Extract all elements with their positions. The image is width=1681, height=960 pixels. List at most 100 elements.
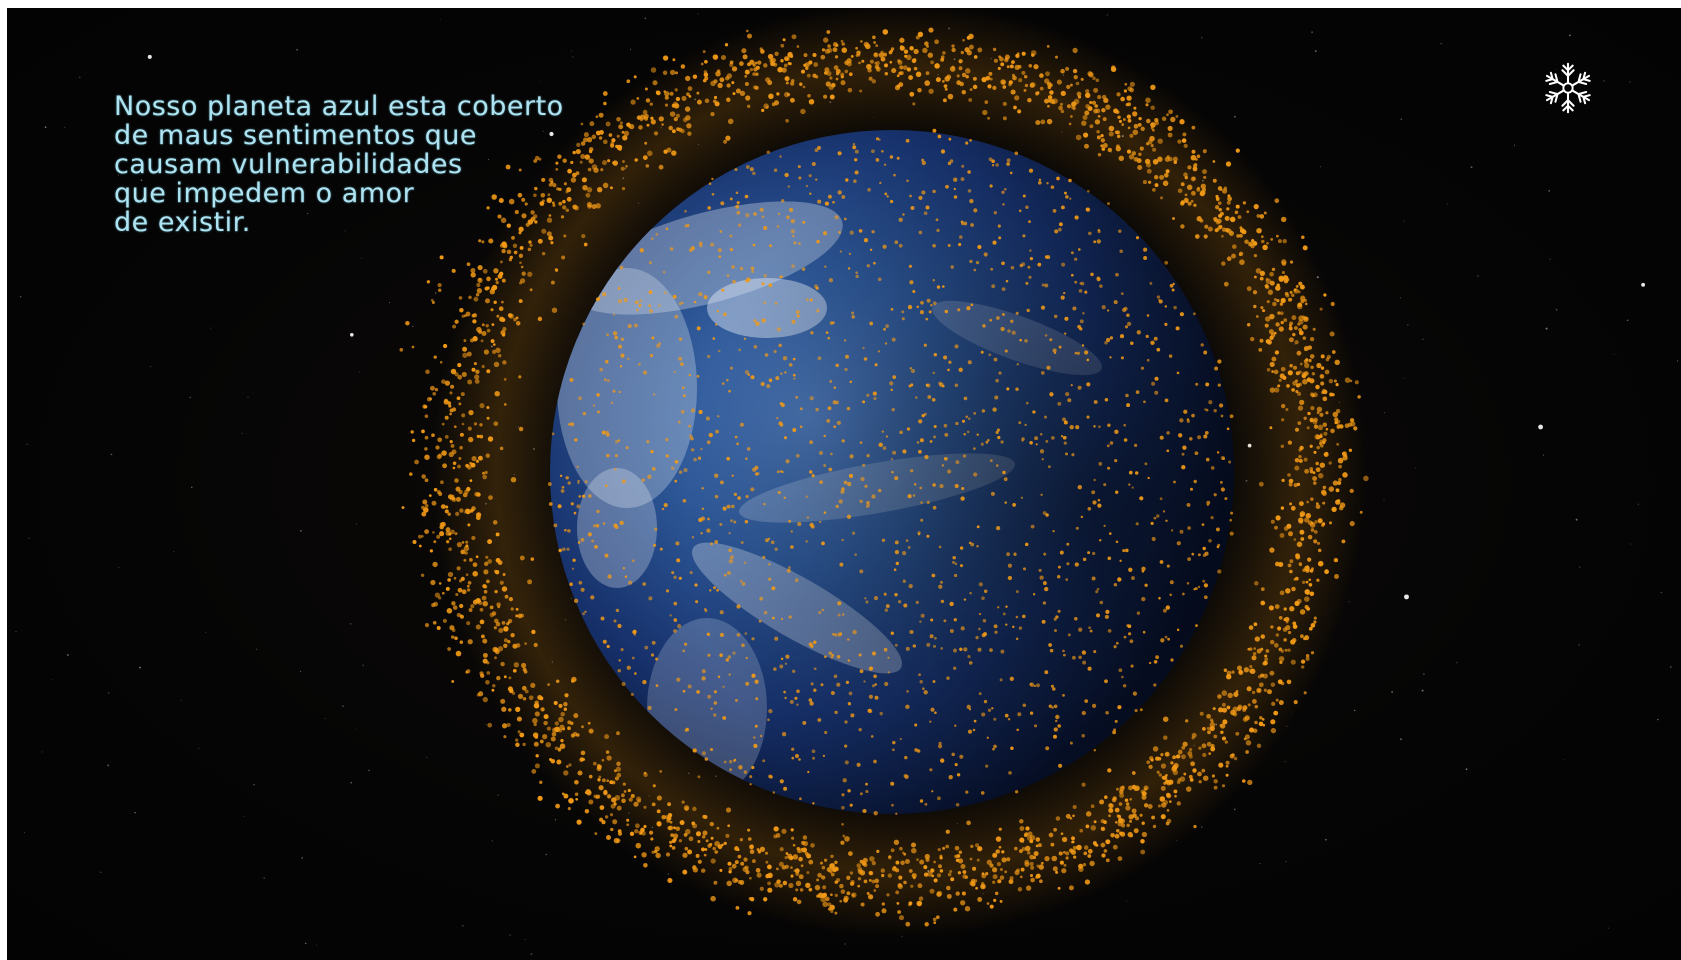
star	[350, 781, 352, 784]
debris-dot	[1304, 589, 1310, 595]
debris-dot	[405, 320, 410, 326]
debris-dot	[897, 882, 902, 888]
debris-dot	[1120, 96, 1125, 102]
debris-dot	[655, 684, 659, 688]
debris-dot	[441, 422, 445, 426]
debris-dot	[558, 716, 564, 723]
debris-dot	[1131, 576, 1135, 581]
debris-dot	[1117, 856, 1123, 861]
debris-dot	[1289, 290, 1293, 294]
debris-dot	[664, 815, 669, 820]
debris-dot	[933, 878, 938, 883]
debris-dot	[1140, 789, 1145, 794]
debris-dot	[830, 893, 833, 897]
debris-dot	[1160, 802, 1167, 808]
debris-dot	[924, 853, 930, 860]
debris-dot	[789, 855, 794, 860]
debris-dot	[1132, 129, 1139, 136]
debris-dot	[906, 427, 911, 431]
debris-dot	[745, 95, 751, 101]
debris-dot	[794, 696, 798, 700]
star	[243, 815, 245, 817]
debris-dot	[588, 158, 594, 164]
debris-dot	[468, 295, 472, 300]
debris-dot	[1297, 391, 1302, 396]
debris-dot	[574, 792, 579, 797]
debris-dot	[700, 62, 704, 66]
debris-dot	[1073, 855, 1077, 859]
debris-dot	[911, 847, 917, 854]
debris-dot	[1252, 699, 1257, 704]
debris-dot	[725, 658, 729, 662]
debris-dot	[959, 564, 964, 568]
debris-dot	[932, 244, 936, 248]
debris-dot	[1102, 117, 1107, 122]
debris-dot	[651, 640, 656, 645]
debris-dot	[1289, 321, 1294, 326]
debris-dot	[776, 879, 781, 884]
debris-dot	[1255, 268, 1262, 274]
debris-dot	[1183, 172, 1188, 177]
debris-dot	[1128, 814, 1134, 820]
debris-dot	[401, 506, 405, 510]
debris-dot	[692, 74, 698, 79]
debris-dot	[1297, 302, 1303, 307]
debris-dot	[1113, 645, 1117, 649]
debris-dot	[755, 72, 759, 76]
debris-dot	[617, 623, 622, 629]
debris-dot	[491, 688, 495, 692]
debris-dot	[929, 888, 935, 894]
debris-dot	[1259, 214, 1265, 219]
debris-dot	[1216, 218, 1222, 224]
debris-dot	[486, 671, 491, 675]
debris-dot	[837, 151, 842, 156]
debris-dot	[993, 898, 997, 903]
debris-dot	[599, 130, 604, 135]
debris-dot	[1087, 506, 1092, 511]
debris-dot	[1313, 616, 1317, 620]
debris-dot	[830, 691, 835, 695]
debris-dot	[673, 629, 677, 633]
debris-dot	[918, 230, 923, 235]
debris-dot	[1044, 855, 1050, 862]
debris-dot	[904, 858, 910, 865]
debris-dot	[1006, 857, 1011, 862]
debris-dot	[1126, 114, 1132, 119]
debris-dot	[1056, 574, 1061, 579]
debris-dot	[1146, 314, 1150, 317]
debris-dot	[688, 424, 692, 428]
debris-dot	[818, 610, 822, 615]
debris-dot	[732, 279, 736, 284]
debris-dot	[999, 875, 1005, 880]
debris-dot	[1206, 726, 1210, 731]
debris-dot	[1181, 138, 1187, 143]
debris-dot	[894, 476, 899, 481]
debris-dot	[759, 734, 763, 738]
debris-dot	[616, 761, 621, 767]
debris-dot	[1161, 116, 1167, 122]
debris-dot	[910, 205, 915, 211]
debris-dot	[488, 238, 494, 244]
debris-dot	[745, 457, 748, 460]
debris-dot	[581, 725, 584, 729]
debris-dot	[751, 637, 755, 641]
star	[15, 631, 17, 633]
debris-dot	[556, 759, 562, 765]
debris-dot	[514, 210, 519, 215]
debris-dot	[731, 474, 734, 477]
debris-dot	[441, 379, 446, 384]
debris-dot	[547, 193, 551, 197]
star	[844, 943, 846, 945]
debris-dot	[1226, 705, 1231, 710]
debris-dot	[839, 562, 844, 567]
debris-dot	[1113, 300, 1118, 305]
debris-dot	[455, 511, 460, 517]
debris-dot	[755, 321, 760, 326]
debris-dot	[1188, 436, 1193, 441]
debris-dot	[808, 173, 812, 178]
debris-dot	[916, 900, 923, 907]
debris-dot	[741, 643, 745, 648]
debris-dot	[670, 247, 674, 251]
debris-dot	[1271, 267, 1276, 272]
debris-dot	[1277, 311, 1281, 315]
